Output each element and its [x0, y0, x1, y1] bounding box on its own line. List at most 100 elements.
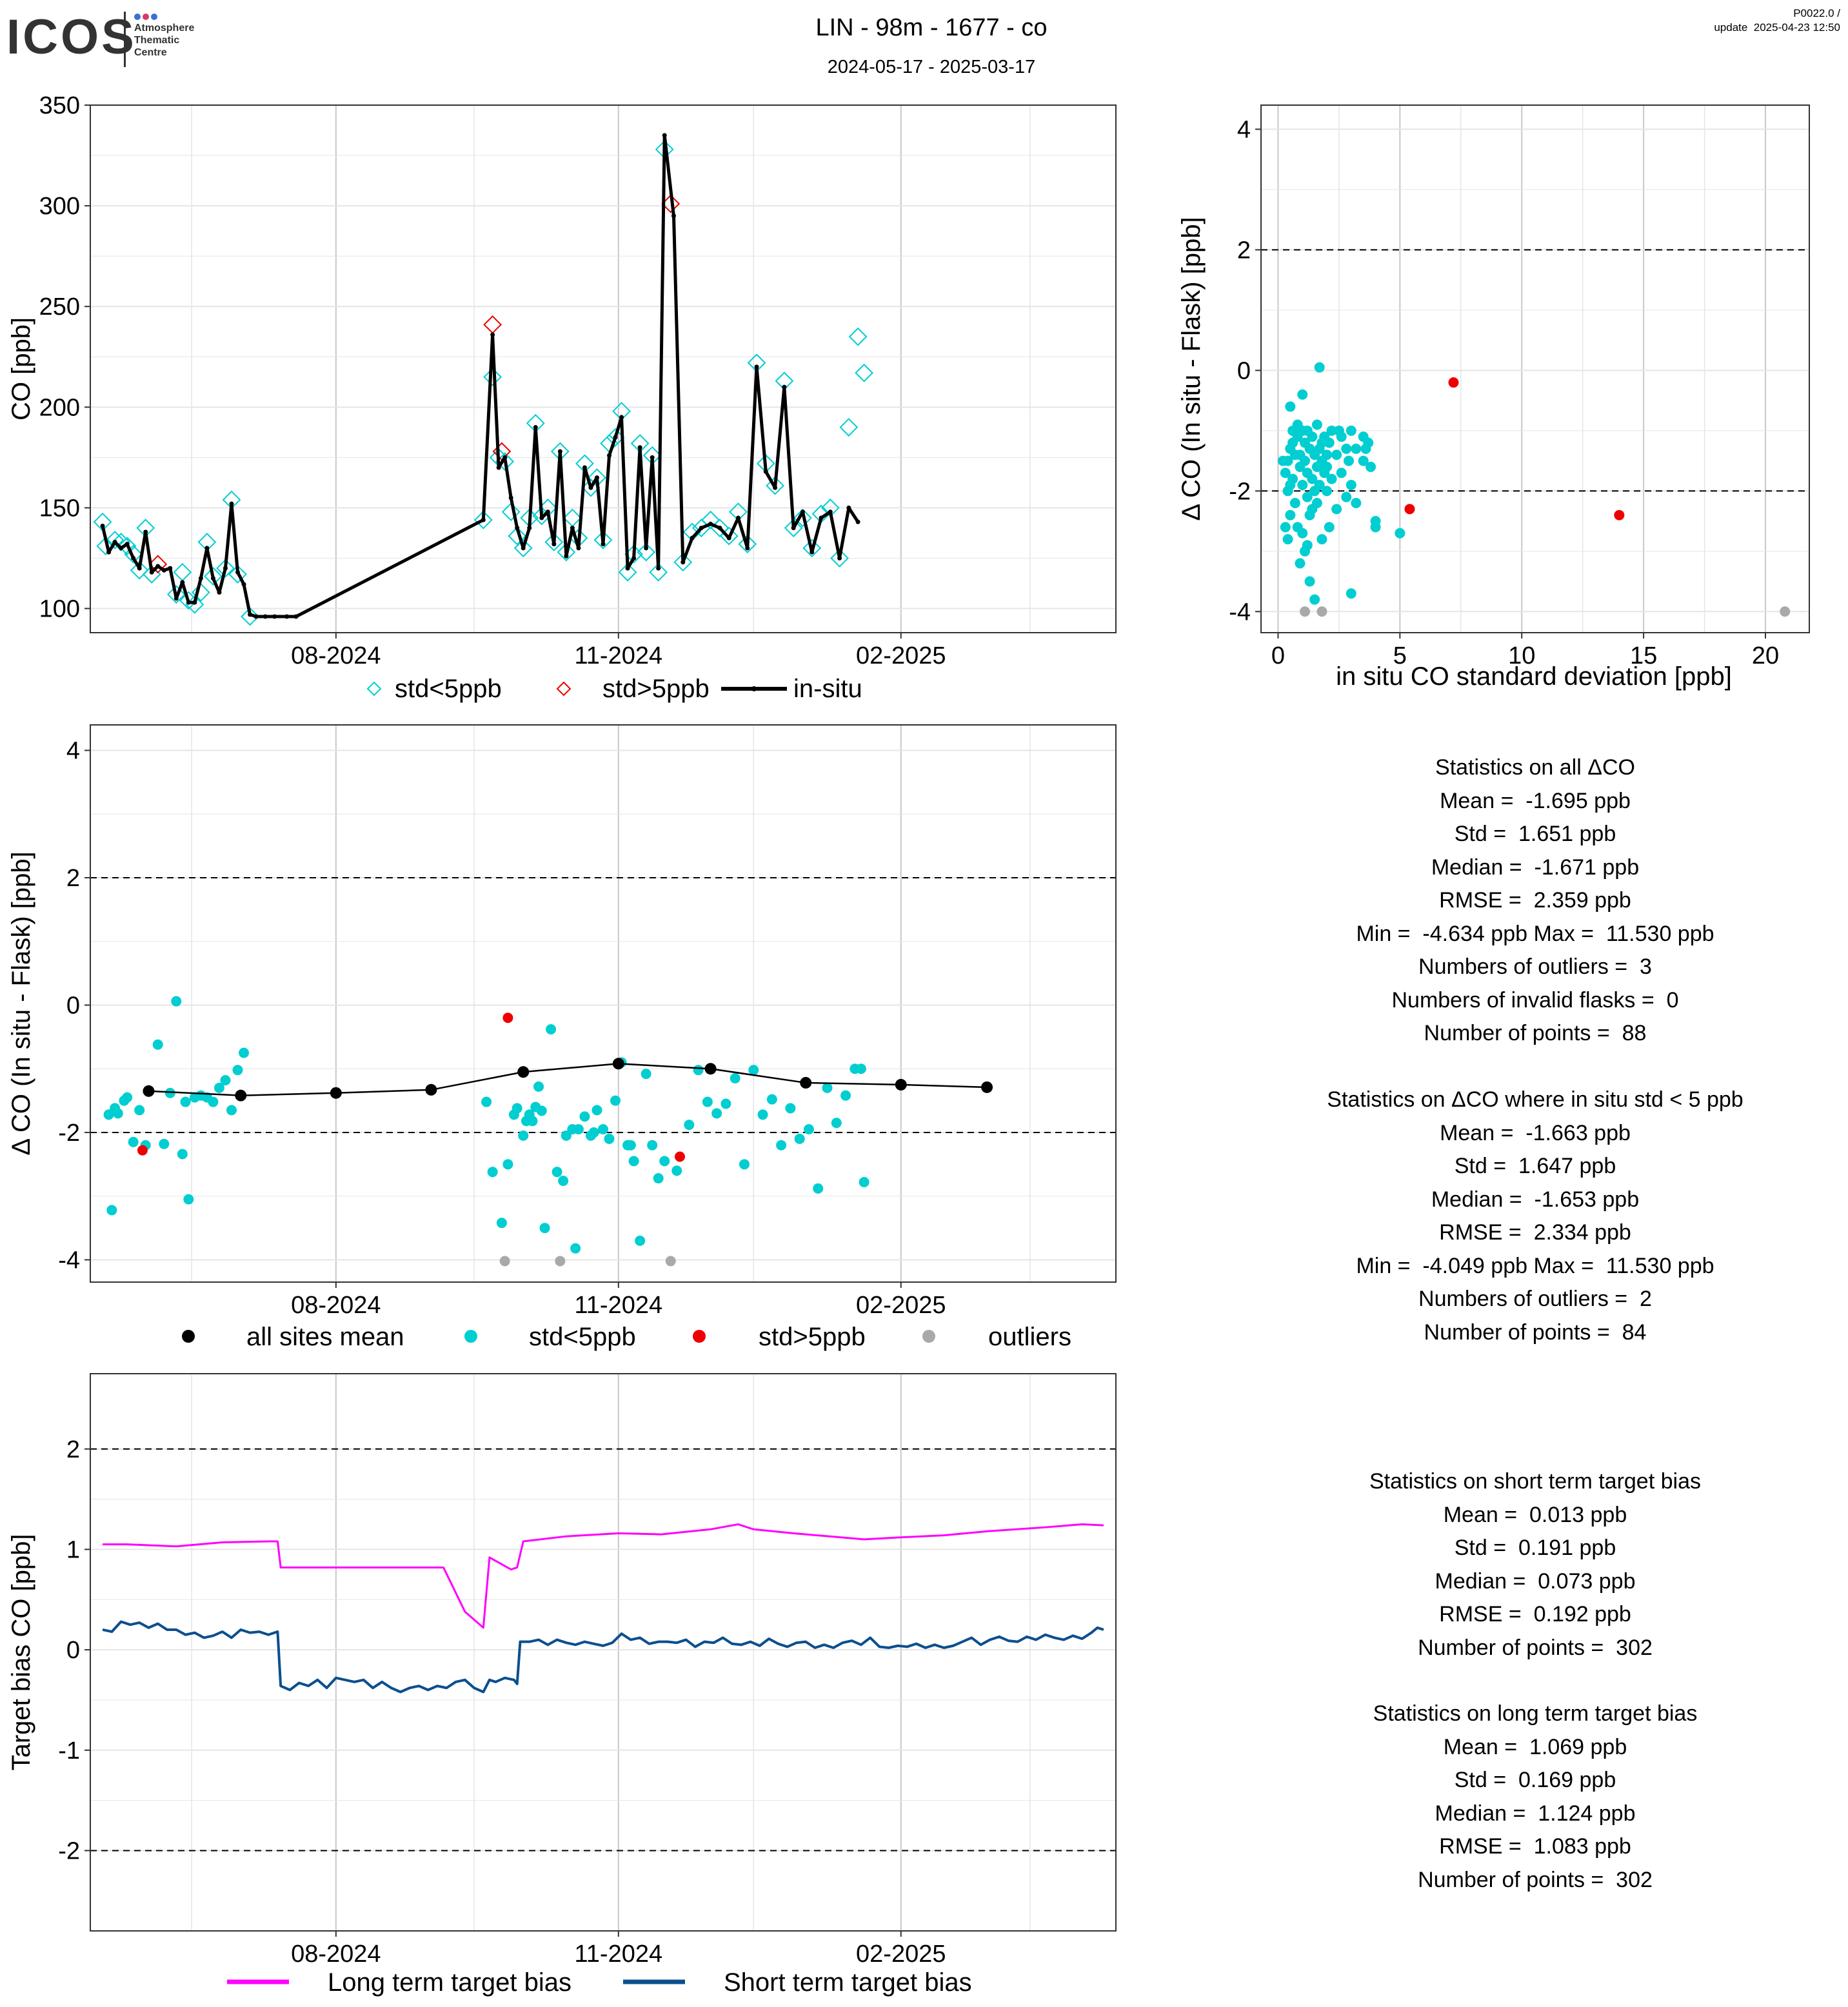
- legend-std-lt5-label: std<5ppb: [395, 675, 502, 703]
- target_bias-y-tick-label: 2: [66, 1436, 80, 1463]
- std-lt5-point: [122, 1092, 133, 1103]
- std-lt5-diamond: [738, 535, 757, 554]
- std-lt5-diamond: [501, 502, 521, 522]
- insitu-point: [508, 495, 513, 500]
- timeseries-y-tick-label: 100: [39, 596, 80, 623]
- target_bias-x-tick-label: 02-2025: [856, 1941, 946, 1968]
- stats-line: Std = 1.647 ppb: [1454, 1154, 1616, 1178]
- insitu-point: [631, 555, 637, 560]
- insitu-point: [828, 509, 833, 515]
- scatter_std-x-tick-label: 0: [1271, 642, 1285, 669]
- legend-std-gt5-key: [556, 681, 571, 697]
- std-lt5-diamond: [802, 539, 822, 558]
- insitu-point: [708, 521, 713, 526]
- long-term-bias-line: [103, 1523, 1104, 1629]
- std-lt5-point: [1297, 479, 1308, 490]
- scatter_std-x-tick-label: 10: [1508, 642, 1535, 669]
- insitu-point: [791, 526, 796, 531]
- insitu-point: [735, 515, 740, 520]
- std-gt5-point: [675, 1151, 686, 1162]
- std-lt5-point: [684, 1120, 695, 1131]
- std-lt5-point: [647, 1140, 658, 1151]
- insitu-point: [533, 425, 538, 430]
- insitu-point: [855, 519, 860, 524]
- stats-line: Median = -1.653 ppb: [1431, 1187, 1640, 1212]
- std-lt5-point: [1287, 437, 1298, 448]
- stats-line: Min = -4.634 ppb Max = 11.530 ppb: [1356, 921, 1714, 946]
- insitu-point: [131, 555, 136, 560]
- all-sites-mean-point: [330, 1087, 342, 1099]
- std-lt5-point: [1363, 437, 1374, 448]
- stats-line: RMSE = 1.083 ppb: [1439, 1834, 1631, 1859]
- std-lt5-point: [1282, 534, 1293, 545]
- insitu-point: [819, 515, 824, 520]
- insitu-point: [656, 566, 661, 571]
- insitu-point: [253, 614, 259, 619]
- insitu-point: [284, 614, 290, 619]
- insitu-point: [527, 526, 532, 531]
- timeseries-x-tick-label: 02-2025: [856, 642, 946, 669]
- legend-mean-label: all sites mean: [246, 1323, 404, 1351]
- page-title: LIN - 98m - 1677 - co: [815, 14, 1048, 41]
- insitu-point: [223, 566, 228, 571]
- std-lt5-point: [1344, 455, 1354, 466]
- timeseries-y-tick-label: 200: [39, 394, 80, 421]
- all-sites-mean-point: [517, 1066, 530, 1078]
- insitu-point: [551, 542, 557, 547]
- std-lt5-point: [1285, 479, 1296, 490]
- scatter_std-x-tick-label: 15: [1630, 642, 1657, 669]
- std-lt5-point: [803, 1124, 814, 1135]
- std-lt5-point: [1295, 558, 1306, 569]
- std-lt5-point: [1351, 498, 1362, 509]
- std-lt5-point: [1395, 528, 1406, 539]
- timeseries-y-tick-label: 300: [39, 193, 80, 220]
- target_bias-y-tick-label: -1: [58, 1737, 80, 1765]
- insitu-point: [576, 546, 581, 551]
- outlier-point: [1300, 606, 1310, 617]
- std-lt5-point: [1322, 461, 1332, 472]
- legend-outliers-key: [922, 1330, 935, 1343]
- stats-line: Mean = 0.013 ppb: [1443, 1502, 1627, 1527]
- std-lt5-point: [171, 996, 182, 1007]
- std-lt5-diamond: [649, 562, 668, 582]
- all-sites-mean-point: [895, 1078, 907, 1091]
- stats-line: Mean = -1.695 ppb: [1440, 788, 1631, 813]
- stats-line: Number of points = 84: [1424, 1320, 1647, 1345]
- scatter_std-background: [1261, 105, 1809, 633]
- insitu-point: [800, 509, 805, 515]
- all-sites-mean-point: [143, 1085, 155, 1097]
- std-lt5-diamond: [855, 363, 874, 382]
- std-lt5-diamond: [557, 542, 576, 562]
- delta_timeseries-x-tick-label: 11-2024: [574, 1292, 662, 1319]
- stats-line: Numbers of invalid flasks = 0: [1391, 987, 1679, 1013]
- std-lt5-point: [610, 1095, 621, 1106]
- std-lt5-point: [1326, 425, 1337, 436]
- std-lt5-point: [1326, 473, 1337, 484]
- std-lt5-point: [659, 1156, 670, 1167]
- insitu-point: [644, 546, 649, 551]
- insitu-point: [810, 549, 815, 555]
- std-lt5-point: [110, 1103, 121, 1114]
- stats-line: Median = -1.671 ppb: [1431, 855, 1640, 880]
- std-lt5-diamond: [848, 327, 868, 346]
- delta_timeseries-y-axis-title: Δ CO (In situ - Flask) [ppb]: [7, 851, 35, 1155]
- insitu-point: [717, 526, 722, 531]
- insitu-point: [681, 560, 686, 565]
- legend-std-gt5-label: std>5ppb: [602, 675, 710, 703]
- icos-logo: ICOS Atmosphere Thematic Centre: [6, 9, 219, 67]
- outlier-point: [555, 1256, 566, 1267]
- insitu-point: [588, 485, 593, 490]
- insitu-point: [198, 576, 203, 581]
- std-lt5-point: [1370, 516, 1381, 527]
- version-info: P0022.0 / update 2025-04-23 12:50: [1714, 6, 1840, 35]
- std-lt5-point: [1324, 522, 1335, 533]
- std-lt5-point: [1311, 419, 1322, 430]
- std-lt5-diamond: [191, 583, 210, 602]
- insitu-point: [521, 546, 526, 551]
- insitu-point: [496, 465, 501, 470]
- insitu-point: [229, 501, 234, 506]
- std-lt5-diamond: [112, 533, 131, 551]
- std-lt5-point: [1304, 576, 1315, 587]
- delta_timeseries-y-tick-label: -4: [58, 1247, 80, 1274]
- insitu-point: [619, 415, 624, 420]
